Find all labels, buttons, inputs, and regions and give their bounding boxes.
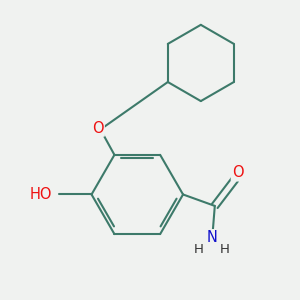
- Text: HO: HO: [30, 187, 52, 202]
- Text: H: H: [220, 243, 230, 256]
- Text: N: N: [207, 230, 218, 245]
- Text: O: O: [232, 165, 244, 180]
- Text: H: H: [193, 243, 203, 256]
- Text: O: O: [92, 121, 104, 136]
